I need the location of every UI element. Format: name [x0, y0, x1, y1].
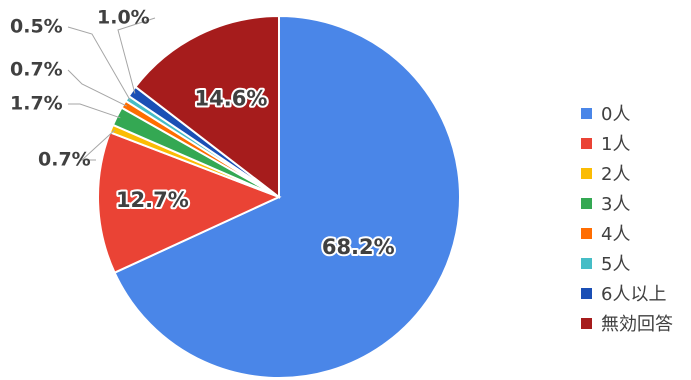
legend-label-4: 4人 [601, 224, 631, 245]
legend-item-3[interactable]: 3人 [581, 188, 691, 218]
leader-line-5 [67, 26, 131, 101]
legend-item-2[interactable]: 2人 [581, 158, 691, 188]
pie-slice-0[interactable] [113, 14, 461, 379]
legend-swatch-6 [581, 287, 592, 299]
pie-slice-7[interactable] [133, 14, 280, 200]
slice-label-4: 0.7% [10, 59, 63, 81]
legend-item-7[interactable]: 無効回答 [581, 308, 691, 338]
legend-label-7: 無効回答 [601, 314, 673, 335]
legend-label-3: 3人 [601, 194, 631, 215]
slice-label-3: 1.7% [10, 93, 63, 115]
legend-swatch-1 [581, 137, 592, 149]
legend-label-6: 6人以上 [601, 284, 667, 305]
legend-item-4[interactable]: 4人 [581, 218, 691, 248]
slice-label-6: 1.0% [97, 7, 150, 29]
legend-label-5: 5人 [601, 254, 631, 275]
leader-line-2 [80, 129, 116, 161]
legend-item-1[interactable]: 1人 [581, 128, 691, 158]
legend-swatch-0 [581, 107, 592, 119]
legend-item-6[interactable]: 6人以上 [581, 278, 691, 308]
legend-item-5[interactable]: 5人 [581, 248, 691, 278]
leader-line-3 [68, 103, 121, 119]
slice-label-2: 0.7% [38, 149, 91, 171]
legend-label-1: 1人 [601, 134, 631, 155]
legend-swatch-5 [581, 257, 592, 269]
slice-label-0: 68.2% [322, 235, 395, 259]
slice-label-7: 14.6% [195, 87, 268, 111]
legend-swatch-4 [581, 227, 592, 239]
legend-swatch-7 [581, 317, 592, 329]
legend-label-0: 0人 [601, 104, 631, 125]
legend: 0人 1人 2人 3人 4人 5人 6人以上 無効回答 [581, 98, 691, 338]
legend-swatch-3 [581, 197, 592, 209]
legend-label-2: 2人 [601, 164, 631, 185]
legend-item-0[interactable]: 0人 [581, 98, 691, 128]
slice-label-5: 0.5% [10, 16, 63, 38]
pie-slice-1[interactable] [97, 130, 282, 275]
legend-swatch-2 [581, 167, 592, 179]
leader-line-6 [117, 17, 156, 94]
slice-label-1: 12.7% [116, 188, 189, 212]
leader-line-4 [67, 69, 127, 107]
